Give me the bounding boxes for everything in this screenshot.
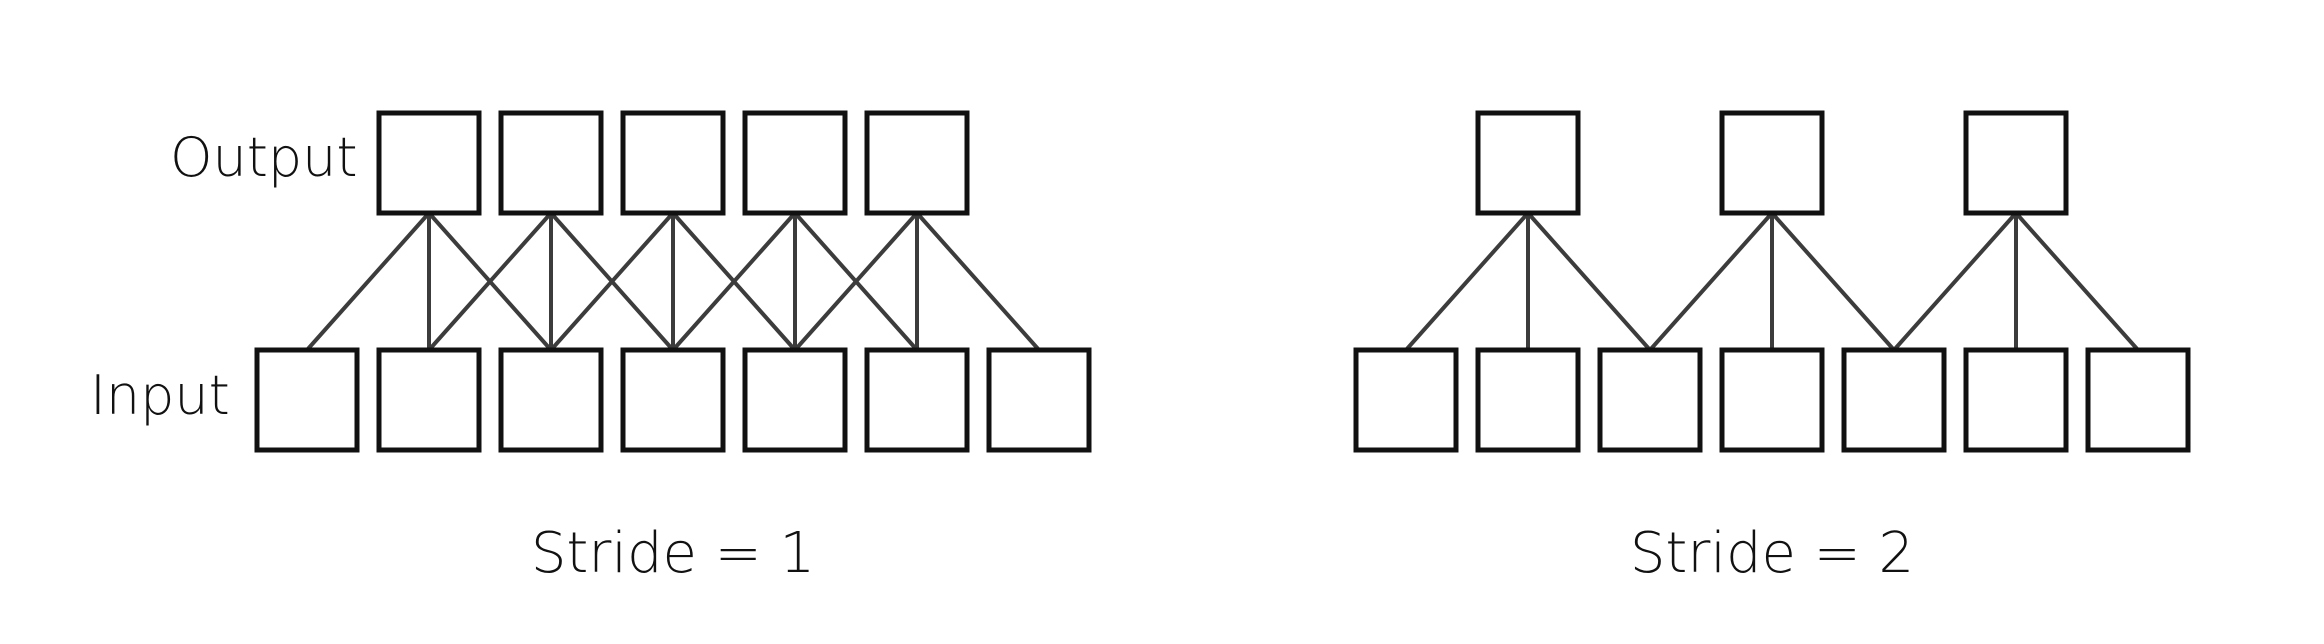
- connection-line: [305, 211, 431, 352]
- input-box: [254, 347, 360, 453]
- stride-2-output-row: [1475, 110, 2069, 216]
- output-box: [1475, 110, 1581, 216]
- output-box: [864, 110, 970, 216]
- input-box: [1597, 347, 1703, 453]
- stride-2-connections: [1404, 211, 2140, 352]
- stride-2-input-row: [1353, 347, 2191, 453]
- input-box: [1475, 347, 1581, 453]
- output-box: [498, 110, 604, 216]
- input-box: [1841, 347, 1947, 453]
- connection-line: [1404, 211, 1530, 352]
- output-box: [620, 110, 726, 216]
- output-box: [1719, 110, 1825, 216]
- connection-line: [671, 211, 797, 352]
- input-box: [376, 347, 482, 453]
- input-box: [864, 347, 970, 453]
- output-box: [1963, 110, 2069, 216]
- stride-1-connections: [305, 211, 1041, 352]
- connection-line: [549, 211, 675, 352]
- connection-line: [427, 211, 553, 352]
- output-box: [376, 110, 482, 216]
- output-row-label: Output: [170, 126, 358, 189]
- stride-1-caption: Stride = 1: [531, 521, 815, 586]
- input-box: [1963, 347, 2069, 453]
- input-box: [1719, 347, 1825, 453]
- input-row-label: Input: [90, 364, 230, 427]
- connection-line: [1892, 211, 2018, 352]
- input-box: [986, 347, 1092, 453]
- stride-1-output-row: [376, 110, 970, 216]
- stride-2-caption: Stride = 2: [1630, 521, 1914, 586]
- connection-line: [915, 211, 1041, 352]
- stride-1-panel: Stride = 1: [254, 110, 1092, 586]
- stride-2-panel: Stride = 2: [1353, 110, 2191, 586]
- input-box: [2085, 347, 2191, 453]
- stride-1-input-row: [254, 347, 1092, 453]
- input-box: [742, 347, 848, 453]
- input-box: [498, 347, 604, 453]
- output-box: [742, 110, 848, 216]
- input-box: [1353, 347, 1459, 453]
- connection-line: [1648, 211, 1774, 352]
- connection-line: [1770, 211, 1896, 352]
- connection-line: [1526, 211, 1652, 352]
- input-box: [620, 347, 726, 453]
- connection-line: [793, 211, 919, 352]
- connection-line: [2014, 211, 2140, 352]
